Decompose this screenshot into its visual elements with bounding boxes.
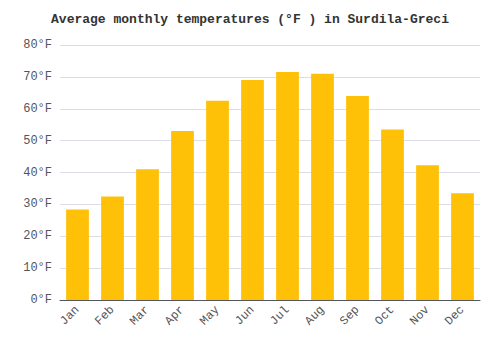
svg-text:Sep: Sep	[337, 303, 362, 328]
svg-text:Jul: Jul	[267, 303, 292, 328]
svg-text:70°F: 70°F	[23, 70, 52, 84]
svg-text:30°F: 30°F	[23, 197, 52, 211]
svg-text:Feb: Feb	[92, 303, 117, 328]
svg-text:May: May	[197, 303, 222, 328]
svg-text:Dec: Dec	[442, 303, 467, 328]
svg-text:40°F: 40°F	[23, 166, 52, 180]
svg-text:50°F: 50°F	[23, 134, 52, 148]
svg-text:10°F: 10°F	[23, 261, 52, 275]
svg-text:20°F: 20°F	[23, 229, 52, 243]
svg-text:80°F: 80°F	[23, 38, 52, 52]
svg-text:Jun: Jun	[232, 303, 257, 328]
svg-text:0°F: 0°F	[30, 293, 52, 307]
svg-text:60°F: 60°F	[23, 102, 52, 116]
svg-text:Average monthly temperatures (: Average monthly temperatures (°F ) in Su…	[51, 12, 449, 27]
svg-text:Nov: Nov	[407, 303, 432, 328]
svg-text:Aug: Aug	[302, 303, 327, 328]
svg-text:Jan: Jan	[57, 303, 82, 328]
svg-text:Mar: Mar	[127, 303, 152, 328]
svg-text:Apr: Apr	[162, 303, 187, 328]
svg-text:Oct: Oct	[372, 303, 397, 328]
